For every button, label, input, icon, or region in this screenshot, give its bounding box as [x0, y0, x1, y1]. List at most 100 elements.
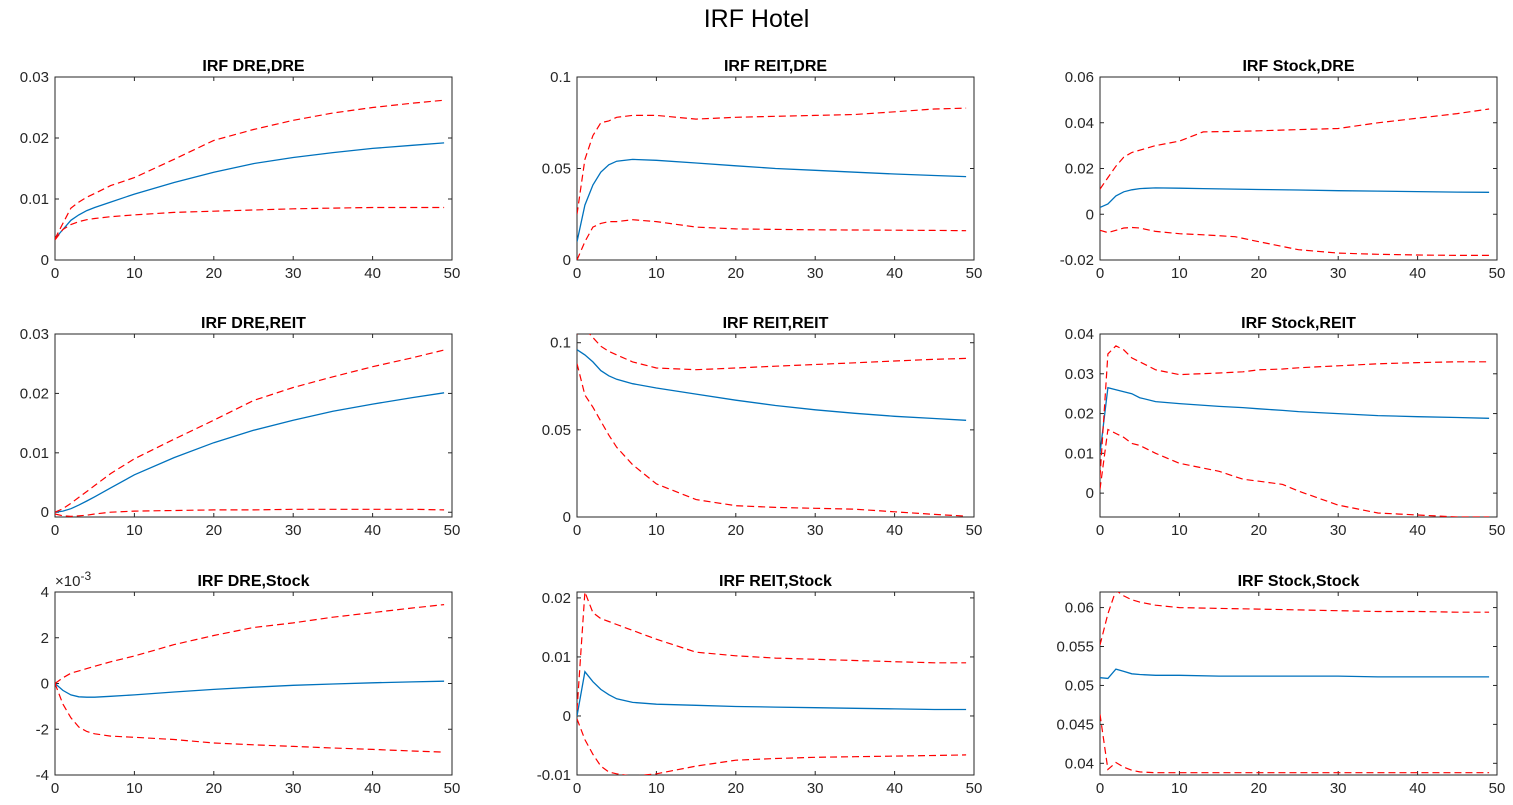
y-tick-label: 0.05 [1065, 677, 1094, 694]
lower-band-line [1100, 428, 1490, 517]
x-tick-label: 30 [807, 265, 824, 282]
subplot-title: IRF DRE,DRE [202, 58, 305, 75]
x-tick-label: 30 [285, 780, 302, 797]
irf-median-line [1100, 187, 1490, 208]
y-tick-label: -4 [36, 767, 49, 784]
y-tick-label: 0 [41, 504, 49, 521]
y-tick-label: 0.04 [1065, 115, 1094, 132]
x-tick-label: 0 [1096, 265, 1104, 282]
x-tick-label: 40 [364, 265, 381, 282]
y-tick-label: 0.04 [1065, 326, 1094, 343]
x-tick-label: 10 [126, 265, 143, 282]
y-tick-label: 0.06 [1065, 600, 1094, 617]
upper-band-line [55, 99, 445, 239]
x-tick-label: 50 [1489, 265, 1506, 282]
subplot-title: IRF REIT,Stock [719, 573, 832, 590]
subplot-title: IRF DRE,REIT [201, 315, 306, 332]
x-tick-label: 30 [285, 265, 302, 282]
irf-median-line [577, 670, 967, 717]
x-tick-label: 50 [966, 265, 983, 282]
lower-band-line [577, 718, 967, 775]
upper-band-line [55, 349, 445, 513]
y-tick-label: 0.01 [542, 649, 571, 666]
subplot-7: IRF DRE,Stock 0 10 20 30 40 50 -4 -2 0 2 4 ×10-3 [36, 569, 461, 797]
x-tick-label: 10 [648, 780, 665, 797]
upper-band-line [1100, 108, 1490, 190]
y-tick-label: 0.1 [550, 335, 571, 352]
x-tick-label: 20 [205, 780, 222, 797]
irf-median-line [55, 680, 445, 698]
x-tick-label: 20 [1250, 522, 1267, 539]
x-tick-label: 50 [966, 522, 983, 539]
x-tick-label: 50 [1489, 780, 1506, 797]
y-tick-label: 0 [41, 676, 49, 693]
x-tick-label: 40 [886, 265, 903, 282]
y-tick-label: 0.055 [1056, 639, 1094, 656]
y-tick-label: 0 [563, 708, 571, 725]
subplot-6: IRF Stock,REIT 0 10 20 30 40 50 0 0.01 0.02 0.03 0.… [1065, 315, 1506, 539]
lower-band-line [577, 363, 967, 517]
axes-box [54, 591, 453, 776]
x-tick-label: 40 [1409, 265, 1426, 282]
x-tick-label: 50 [444, 522, 461, 539]
x-tick-label: 10 [126, 522, 143, 539]
x-tick-label: 40 [1409, 780, 1426, 797]
x-tick-label: 20 [1250, 780, 1267, 797]
x-tick-label: 30 [807, 780, 824, 797]
y-tick-label: 0 [563, 509, 571, 526]
subplot-title: IRF REIT,DRE [724, 58, 827, 75]
x-tick-label: 30 [807, 522, 824, 539]
y-tick-label: -0.01 [537, 767, 571, 784]
x-tick-label: 10 [1171, 780, 1188, 797]
upper-band-line [577, 592, 967, 711]
x-tick-label: 50 [966, 780, 983, 797]
subplot-title: IRF Stock,REIT [1241, 315, 1356, 332]
axes-box [576, 333, 975, 518]
y-tick-label: 0.01 [20, 445, 49, 462]
y-scale-exponent: ×10-3 [55, 569, 91, 590]
subplot-4: IRF DRE,REIT 0 10 20 30 40 50 0 0.01 0.02 0.03 [20, 315, 461, 539]
x-tick-label: 0 [51, 780, 59, 797]
subplot-1: IRF DRE,DRE 0 10 20 30 40 50 0 0.01 0.02 0.03 [20, 58, 461, 282]
y-tick-label: 0 [1086, 485, 1094, 502]
lower-band-line [577, 219, 967, 260]
y-tick-label: 0.1 [550, 69, 571, 86]
lower-band-line [55, 508, 445, 517]
x-tick-label: 50 [1489, 522, 1506, 539]
x-tick-label: 0 [1096, 522, 1104, 539]
x-tick-label: 0 [573, 780, 581, 797]
irf-median-line [577, 158, 967, 242]
y-tick-label: 2 [41, 630, 49, 647]
y-tick-label: 4 [41, 584, 49, 601]
irf-median-line [55, 392, 445, 513]
x-tick-label: 10 [648, 522, 665, 539]
x-tick-label: 30 [1330, 522, 1347, 539]
upper-band-line [1100, 592, 1490, 646]
irf-median-line [1100, 386, 1490, 454]
y-tick-label: 0.02 [1065, 406, 1094, 423]
irf-median-line [55, 142, 445, 240]
x-tick-label: 20 [727, 265, 744, 282]
x-tick-label: 50 [444, 780, 461, 797]
lower-band-line [1100, 226, 1490, 256]
subplot-5: IRF REIT,REIT 0 10 20 30 40 50 0 0.05 0.1 [542, 315, 983, 539]
subplot-title: IRF Stock,DRE [1242, 58, 1354, 75]
upper-band-line [1100, 345, 1490, 478]
y-tick-label: 0 [1086, 206, 1094, 223]
subplot-9: IRF Stock,Stock 0 10 20 30 40 50 0.04 0.045 0.05 0… [1056, 573, 1505, 797]
subplot-2: IRF REIT,DRE 0 10 20 30 40 50 0 0.05 0.1 [542, 58, 983, 282]
x-tick-label: 0 [51, 265, 59, 282]
subplot-title: IRF DRE,Stock [197, 573, 309, 590]
x-tick-label: 30 [1330, 780, 1347, 797]
y-tick-label: 0.02 [20, 130, 49, 147]
axes-box [54, 76, 453, 261]
x-tick-label: 10 [126, 780, 143, 797]
y-tick-label: 0.045 [1056, 716, 1094, 733]
x-tick-label: 40 [1409, 522, 1426, 539]
x-tick-label: 40 [886, 522, 903, 539]
lower-band-line [55, 683, 445, 753]
figure-title: IRF Hotel [703, 5, 810, 33]
